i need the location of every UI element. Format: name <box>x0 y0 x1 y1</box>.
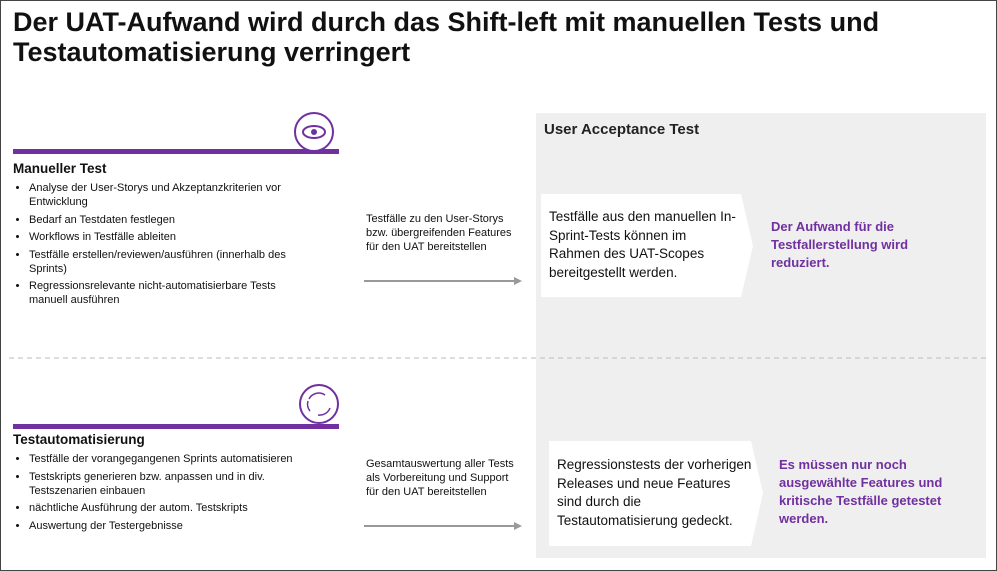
bullet: Workflows in Testfälle ableiten <box>29 230 313 244</box>
uat-box-text: Testfälle aus den manuellen In-Sprint-Te… <box>549 209 736 280</box>
chevron <box>541 194 753 297</box>
bullet: Testskripts generieren bzw. anpassen und… <box>29 470 323 498</box>
arrow-head <box>514 522 522 530</box>
bullet: nächtliche Ausführung der autom. Testskr… <box>29 501 323 515</box>
uat-heading: User Acceptance Test <box>544 121 700 138</box>
bullet-list: Testfälle der vorangegangenen Sprints au… <box>13 452 323 536</box>
arrow-head <box>514 277 522 285</box>
chevron <box>549 441 763 546</box>
title: Der UAT-Aufwand wird durch das Shift-lef… <box>13 7 880 67</box>
result-text: Es müssen nur noch ausgewählte Features … <box>779 457 943 526</box>
bullet: Testfälle der vorangegangenen Sprints au… <box>29 452 323 466</box>
bullet: Bedarf an Testdaten festlegen <box>29 213 313 227</box>
bar <box>13 149 339 154</box>
bullet: Testfälle erstellen/reviewen/ausführen (… <box>29 248 313 276</box>
section-heading: Testautomatisierung <box>13 432 145 447</box>
bullet: Analyse der User-Storys und Akzeptanzkri… <box>29 181 313 209</box>
result-text: Der Aufwand für die Testfallerstellung w… <box>771 219 909 270</box>
pupil <box>311 129 317 135</box>
bullet: Auswertung der Testergebnisse <box>29 519 323 533</box>
icon <box>299 384 339 424</box>
bullet: Regressionsrelevante nicht-automatisierb… <box>29 279 313 307</box>
bar <box>13 424 339 429</box>
eye <box>302 125 326 139</box>
uat-box-text: Regressionstests der vorherigen Releases… <box>557 457 752 528</box>
handover-text: Gesamtauswertung aller Tests als Vorbere… <box>366 458 514 498</box>
bullet-list: Analyse der User-Storys und Akzeptanzkri… <box>13 181 313 311</box>
section-heading: Manueller Test <box>13 161 107 176</box>
cycle <box>306 392 331 416</box>
handover-text: Testfälle zu den User-Storys bzw. übergr… <box>366 213 512 253</box>
